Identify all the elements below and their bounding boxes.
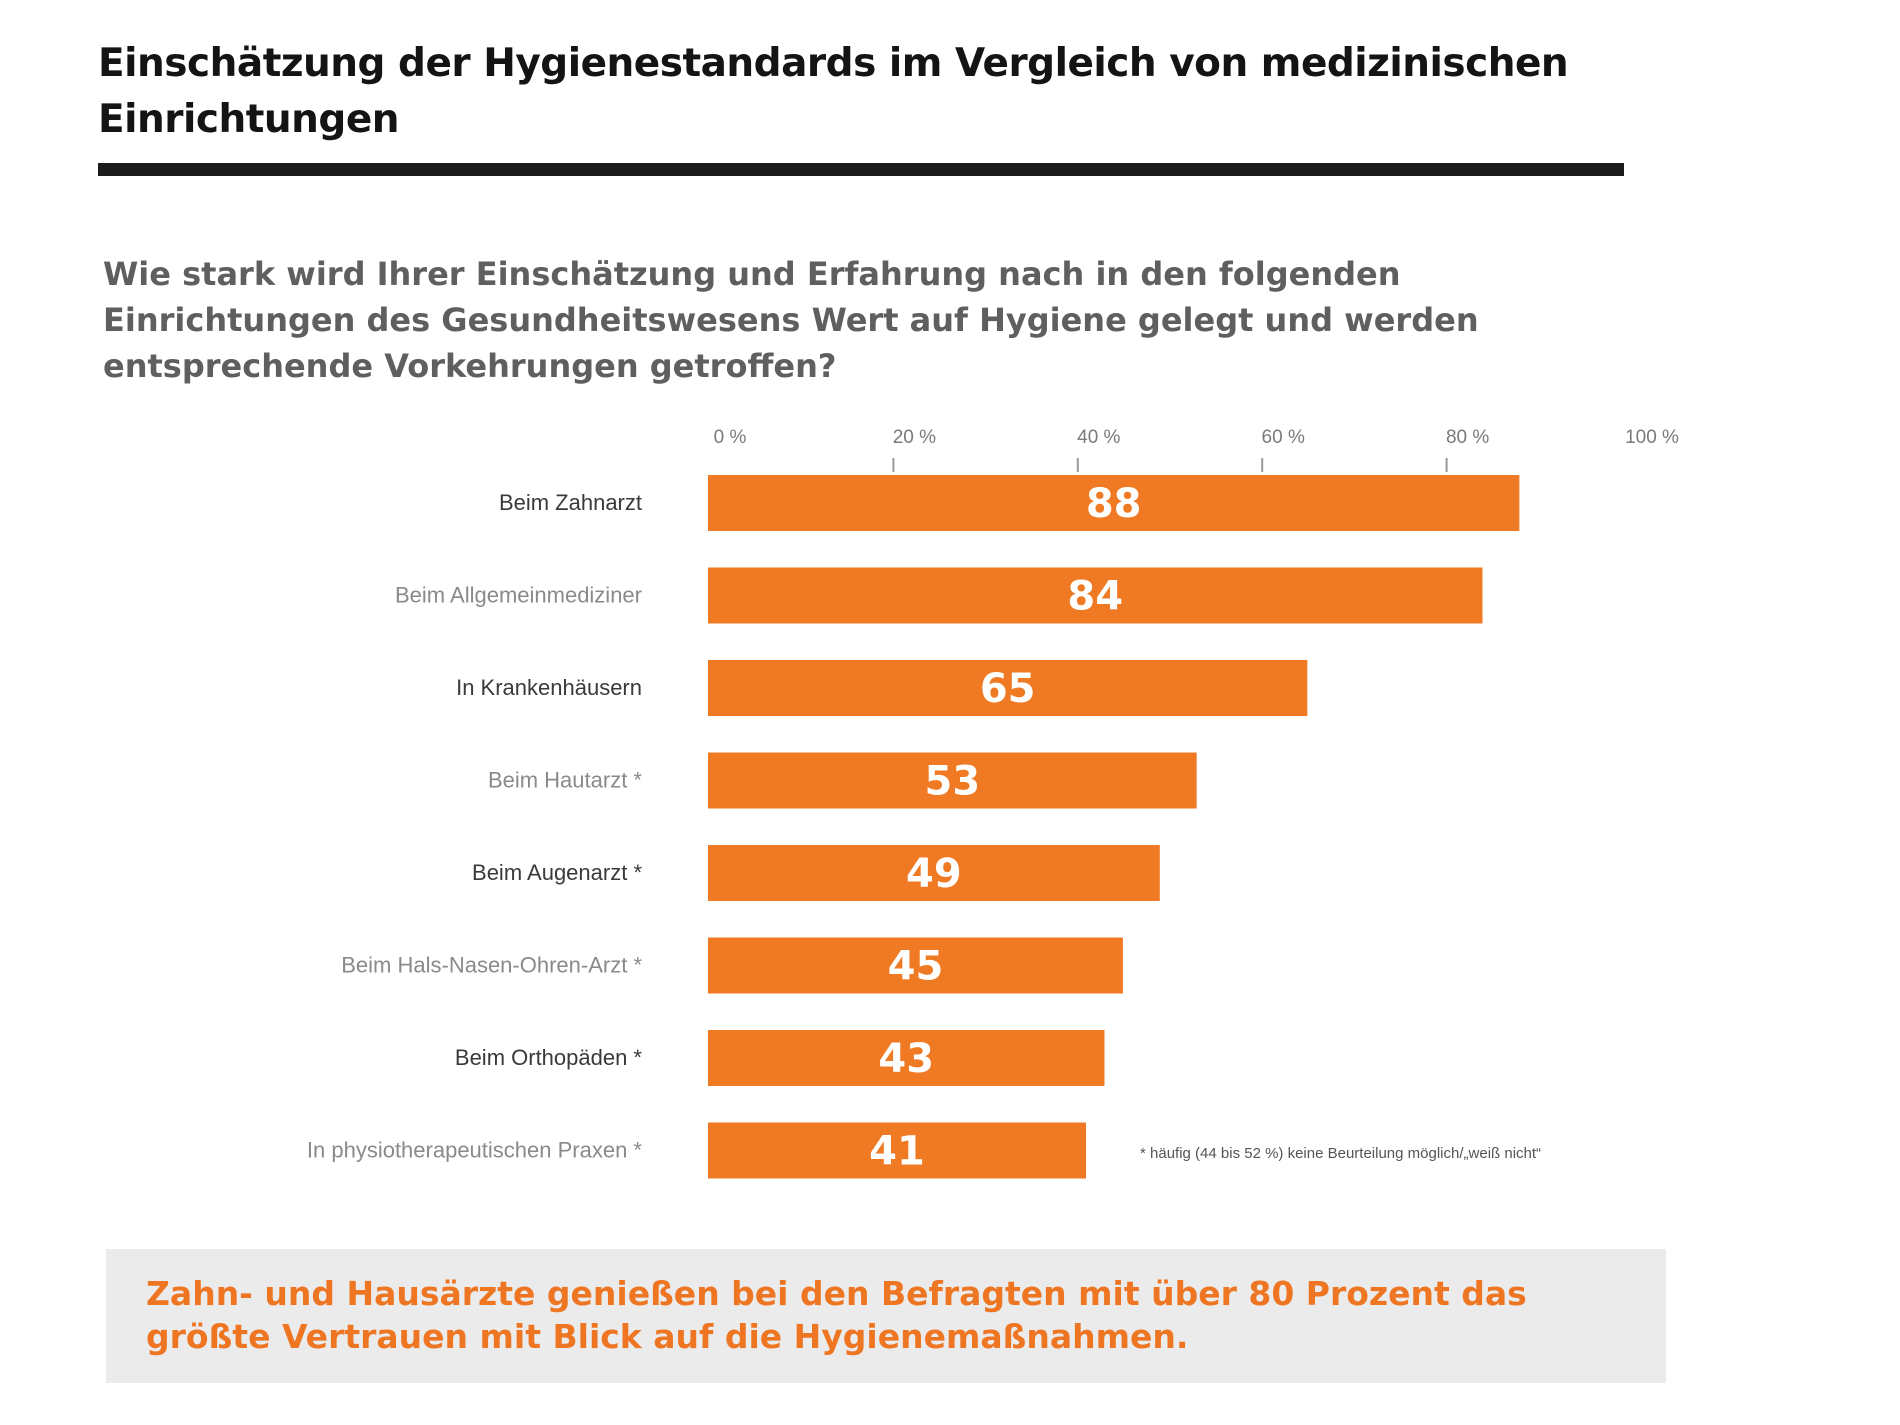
x-tick-label: 20 % [893, 427, 936, 448]
x-tick-label: 100 % [1625, 427, 1679, 448]
bar-value-label: 65 [980, 666, 1036, 712]
category-label: Beim Allgemeinmediziner [395, 583, 642, 608]
title-divider [98, 163, 1624, 176]
bar-series: Beim Zahnarzt 88 Beim Allgemeinmediziner 84… [307, 475, 1520, 1179]
bar [708, 660, 1308, 716]
bar [708, 752, 1197, 809]
conclusion-box: Zahn- und Hausärzte genießen bei den Bef… [106, 1249, 1666, 1383]
x-axis: 0 % 20 % 40 % 60 % 80 % 100 % [714, 427, 1679, 472]
bar-value-label: 49 [906, 851, 962, 897]
conclusion-text: Zahn- und Hausärzte genießen bei den Bef… [146, 1274, 1527, 1356]
x-tick-label: 40 % [1077, 427, 1120, 448]
category-label: Beim Hautarzt * [488, 768, 642, 793]
category-label: In physiotherapeutischen Praxen * [307, 1138, 643, 1163]
bar-chart: 0 % 20 % 40 % 60 % 80 % 100 % Beim Zahnarzt 88… [307, 427, 1679, 1179]
category-label: Beim Orthopäden * [455, 1045, 643, 1070]
bar-value-label: 41 [869, 1129, 925, 1175]
survey-question: Wie stark wird Ihrer Einschätzung und Er… [103, 255, 1479, 385]
bar [708, 567, 1483, 624]
bar [708, 1122, 1087, 1179]
bar-value-label: 84 [1067, 574, 1123, 620]
bar [708, 845, 1160, 901]
page-title: Einschätzung der Hygienestandards im Ver… [98, 41, 1569, 142]
footnote: * häufig (44 bis 52 %) keine Beurteilung… [1140, 1145, 1542, 1162]
x-tick-label: 60 % [1262, 427, 1305, 448]
bar-value-label: 43 [878, 1036, 934, 1082]
category-label: Beim Hals-Nasen-Ohren-Arzt * [341, 953, 642, 978]
bar-value-label: 88 [1086, 481, 1142, 527]
bar [708, 1030, 1105, 1086]
bar-value-label: 45 [888, 944, 944, 990]
bar [708, 475, 1520, 531]
category-label: In Krankenhäusern [456, 675, 642, 700]
bar [708, 937, 1123, 994]
x-tick-label: 0 % [714, 427, 747, 448]
x-tick-label: 80 % [1446, 427, 1489, 448]
category-label: Beim Augenarzt * [472, 860, 642, 885]
bar-value-label: 53 [924, 759, 980, 805]
category-label: Beim Zahnarzt [499, 490, 642, 515]
